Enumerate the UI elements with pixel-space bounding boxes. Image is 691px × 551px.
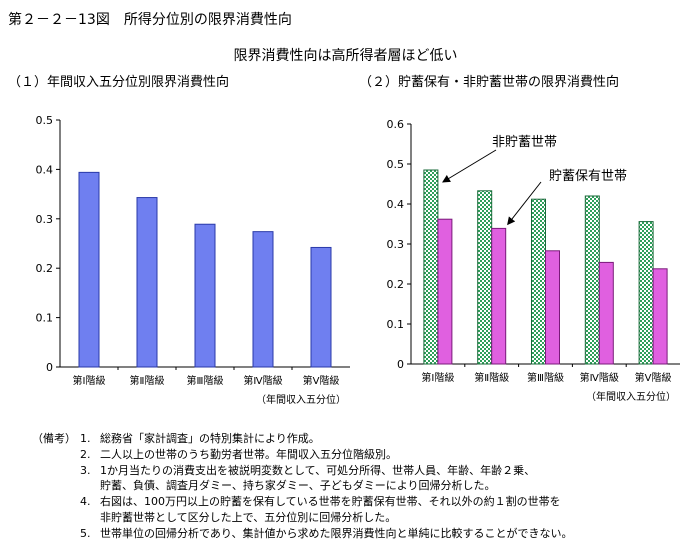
annotation-arrow-saving <box>507 181 542 226</box>
chart1-plot: 0 0.1 0.2 0.3 0.4 0.5 第Ⅰ階級 第Ⅱ階級 第Ⅲ階級 第Ⅳ階級 第Ⅴ階級 （年間収… <box>36 114 350 406</box>
note-number: 1. <box>80 432 91 445</box>
bar <box>531 198 546 365</box>
chart2-title: （２）貯蓄保有・非貯蓄世帯の限界消費性向 <box>359 75 620 90</box>
x-tick-label: 第Ⅳ階級 <box>580 371 619 384</box>
note-number: 3. <box>80 463 91 477</box>
bar <box>423 169 439 365</box>
x-tick-label: 第Ⅱ階級 <box>474 371 509 384</box>
y-tick-label: 0.3 <box>36 213 54 226</box>
annotation-non-saving: 非貯蓄世帯 <box>492 135 557 150</box>
bar <box>652 268 668 365</box>
bar <box>477 190 493 365</box>
note-number: 4. <box>80 495 91 509</box>
x-tick-label: 第Ⅰ階級 <box>73 374 106 387</box>
y-tick-label: 0.6 <box>387 118 405 131</box>
figure-subtitle: 限界消費性向は高所得者層ほど低い <box>233 48 458 64</box>
note-text-continued: 非貯蓄世帯として区分した上で、五分位別に回帰分析した。 <box>100 510 397 524</box>
note-text-continued: 貯蓄、負債、調査月ダミー、持ち家ダミー、子どもダミーにより回帰分析した。 <box>100 479 496 493</box>
note-text: 世帯単位の回帰分析であり、集計値から求めた限界消費性向と単純に比較することができ… <box>100 526 573 540</box>
chart2-plot: 0 0.1 0.2 0.3 0.4 0.5 0.6 第Ⅰ階級 第Ⅱ階級 第Ⅲ階級 第Ⅳ階級 第Ⅴ階級 （… <box>387 118 680 403</box>
annotation-saving: 貯蓄保有世帯 <box>549 169 627 184</box>
note-item: 5. 世帯単位の回帰分析であり、集計値から求めた限界消費性向と単純に比較することが… <box>32 526 572 542</box>
note-number: 5. <box>80 526 91 540</box>
figure-title: 第２－２－13図 所得分位別の限界消費性向 <box>8 12 292 28</box>
notes-head: （備考） <box>32 432 76 445</box>
note-item: （備考） 1. 総務省「家計調査」の特別集計により作成。 <box>32 431 572 447</box>
note-number: 2. <box>80 447 91 461</box>
annotation-arrow-non-saving <box>442 149 497 183</box>
bar <box>252 231 274 368</box>
bar <box>545 250 560 365</box>
bar <box>491 227 507 365</box>
y-tick-label: 0.2 <box>36 262 54 275</box>
bar <box>584 195 600 365</box>
x-axis-label: （年間収入五分位） <box>586 390 676 403</box>
y-tick-label: 0.4 <box>36 163 54 176</box>
bar <box>78 171 100 368</box>
y-tick-label: 0.3 <box>387 238 405 251</box>
notes-section: （備考） 1. 総務省「家計調査」の特別集計により作成。 2. 二人以上の世帯のうち勤労… <box>32 431 572 542</box>
y-tick-label: 0.5 <box>387 158 405 171</box>
x-tick-label: 第Ⅲ階級 <box>187 374 224 387</box>
x-tick-label: 第Ⅴ階級 <box>635 371 672 384</box>
note-item: 2. 二人以上の世帯のうち勤労者世帯。年間収入五分位階級別。 <box>32 447 572 463</box>
note-text: 1か月当たりの消費支出を被説明変数として、可処分所得、世帯人員、年齢、年齢２乗、 <box>100 463 536 477</box>
note-item: 4. 右図は、100万円以上の貯蓄を保有している世帯を貯蓄保有世帯、それ以外の約１… <box>32 494 572 510</box>
x-tick-label: 第Ⅱ階級 <box>130 374 165 387</box>
y-tick-label: 0.2 <box>387 278 405 291</box>
x-axis-label: （年間収入五分位） <box>256 393 346 406</box>
x-tick-label: 第Ⅳ階級 <box>243 374 282 387</box>
y-tick-label: 0.4 <box>387 198 405 211</box>
bar <box>194 223 216 368</box>
y-tick-label: 0.1 <box>387 318 405 331</box>
bar <box>437 218 453 365</box>
y-tick-label: 0 <box>46 361 53 374</box>
bar <box>598 261 614 365</box>
chart1-title: （１）年間収入五分位別限界消費性向 <box>8 75 230 90</box>
note-item: 3. 1か月当たりの消費支出を被説明変数として、可処分所得、世帯人員、年齢、年齢２… <box>32 463 572 479</box>
y-tick-label: 0.5 <box>36 114 54 127</box>
bar <box>136 197 158 368</box>
y-tick-label: 0 <box>397 358 404 371</box>
bar <box>310 246 332 368</box>
note-text: 二人以上の世帯のうち勤労者世帯。年間収入五分位階級別。 <box>100 447 397 461</box>
y-tick-label: 0.1 <box>36 312 54 325</box>
x-tick-label: 第Ⅰ階級 <box>421 371 454 384</box>
x-tick-label: 第Ⅴ階級 <box>303 374 340 387</box>
note-text: 総務省「家計調査」の特別集計により作成。 <box>100 432 320 445</box>
note-text: 右図は、100万円以上の貯蓄を保有している世帯を貯蓄保有世帯、それ以外の約１割の… <box>100 495 561 509</box>
bar <box>638 221 654 365</box>
x-tick-label: 第Ⅲ階級 <box>527 371 564 384</box>
